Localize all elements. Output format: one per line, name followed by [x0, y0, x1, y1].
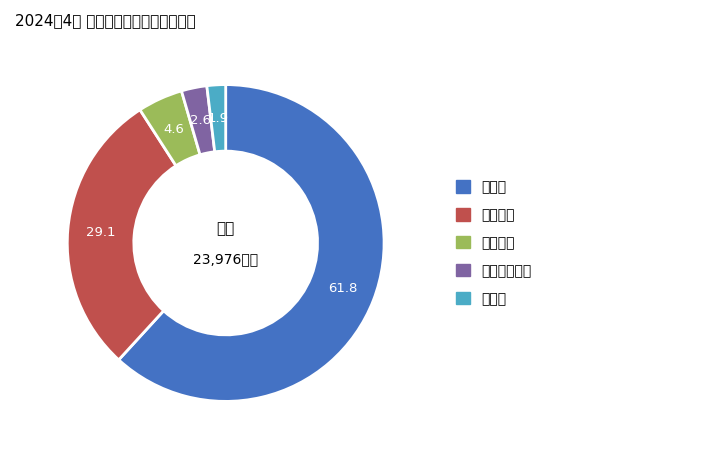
Text: 23,976万円: 23,976万円 — [193, 252, 258, 266]
Text: 2.6: 2.6 — [190, 114, 211, 127]
Text: 1.9: 1.9 — [207, 112, 229, 125]
Wedge shape — [140, 91, 200, 166]
Wedge shape — [67, 110, 176, 360]
Wedge shape — [207, 85, 226, 152]
Wedge shape — [181, 86, 215, 155]
Text: 2024年4月 輸入相手国のシェア（％）: 2024年4月 輸入相手国のシェア（％） — [15, 14, 195, 28]
Text: 61.8: 61.8 — [328, 282, 357, 295]
Text: 総額: 総額 — [216, 221, 235, 236]
Text: 4.6: 4.6 — [163, 122, 184, 135]
Text: 29.1: 29.1 — [86, 226, 116, 239]
Wedge shape — [119, 85, 384, 401]
Legend: スイス, フランス, イタリア, インドネシア, その他: スイス, フランス, イタリア, インドネシア, その他 — [451, 175, 537, 311]
